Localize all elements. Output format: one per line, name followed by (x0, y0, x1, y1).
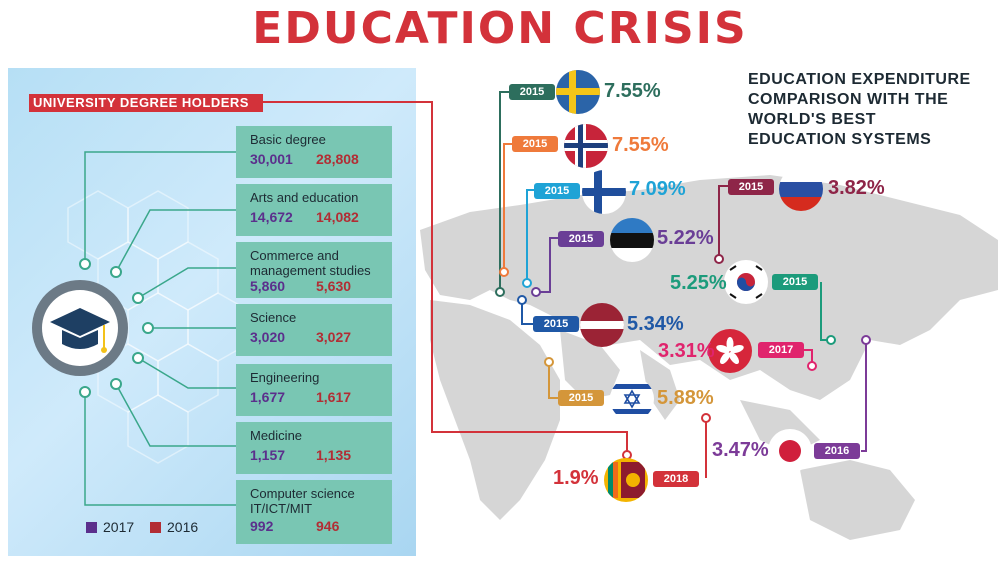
expenditure-pct: 5.34% (627, 313, 684, 335)
expenditure-pct: 1.9% (553, 467, 599, 489)
page-title: EDUCATION CRISIS (252, 3, 748, 54)
value-2016: 5,630 (316, 278, 352, 294)
degree-label: Computer science IT/ICT/MIT (250, 486, 355, 516)
value-2017: 5,860 (250, 278, 286, 294)
degree-label: Arts and education (250, 190, 359, 205)
degree-label: Basic degree (250, 132, 326, 147)
expenditure-pct: 7.09% (629, 178, 686, 200)
israel-flag-icon (610, 377, 654, 421)
year-pill: 2017 (758, 342, 804, 358)
map-title: EDUCATION EXPENDITURE COMPARISON WITH TH… (748, 71, 971, 148)
legend-swatch (86, 522, 97, 533)
degree-label: Science (250, 310, 297, 325)
norway-flag-icon (564, 124, 608, 168)
connector-lines (32, 151, 236, 506)
expenditure-pct: 5.22% (657, 227, 714, 249)
year-pill: 2015 (533, 316, 579, 332)
sweden-flag-icon (556, 70, 600, 114)
expenditure-pct: 7.55% (604, 80, 661, 102)
value-2016: 14,082 (316, 209, 359, 225)
sri-lanka-flag-icon (604, 458, 648, 502)
legend-label: 2016 (167, 519, 199, 535)
year-pill: 2015 (772, 274, 818, 290)
japan-flag-icon (768, 429, 812, 473)
year-pill: 2015 (558, 390, 604, 406)
expenditure-pct: 3.31% (658, 340, 715, 362)
year-pill: 2015 (509, 84, 555, 100)
expenditure-pct: 7.55% (612, 134, 669, 156)
legend-label: 2017 (103, 519, 135, 535)
value-2016: 1,617 (316, 389, 352, 405)
degree-label: Engineering (250, 370, 320, 385)
year-pill: 2016 (814, 443, 860, 459)
degree-label: Commerce and management studies (250, 248, 371, 278)
value-2017: 1,157 (250, 447, 286, 463)
value-2016: 946 (316, 518, 340, 534)
latvia-flag-icon (580, 303, 624, 347)
hong-kong-flag-icon (708, 329, 752, 373)
expenditure-pct: 5.88% (657, 387, 714, 409)
year-pill: 2015 (534, 183, 580, 199)
value-2017: 992 (250, 518, 274, 534)
year-pill: 2015 (728, 179, 774, 195)
degree-card: Commerce and management studies 5,860 5,… (236, 242, 392, 298)
value-2017: 3,020 (250, 329, 286, 345)
degree-label: Medicine (250, 428, 303, 443)
degree-card: Computer science IT/ICT/MIT 992 946 (236, 480, 392, 544)
degree-card: Basic degree 30,001 28,808 (236, 126, 392, 178)
degree-card: Arts and education 14,672 14,082 (236, 184, 392, 236)
legend-2016: 2016 (150, 519, 198, 535)
expenditure-pct: 3.47% (712, 439, 769, 461)
value-2017: 30,001 (250, 151, 293, 167)
south-korea-flag-icon (724, 260, 768, 304)
graduation-cap-icon (32, 280, 128, 376)
year-pill: 2018 (653, 471, 699, 487)
legend-2017: 2017 (86, 519, 134, 535)
value-2016: 1,135 (316, 447, 352, 463)
russia-flag-icon (779, 167, 823, 211)
expenditure-pct: 5.25% (670, 272, 727, 294)
year-pill: 2015 (512, 136, 558, 152)
degree-card: Science 3,020 3,027 (236, 304, 392, 356)
finland-flag-icon (582, 170, 626, 214)
degree-card: Engineering 1,677 1,617 (236, 364, 392, 416)
value-2017: 1,677 (250, 389, 286, 405)
estonia-flag-icon (610, 218, 654, 262)
value-2016: 3,027 (316, 329, 352, 345)
degree-card: Medicine 1,157 1,135 (236, 422, 392, 474)
hex-background (67, 190, 249, 464)
year-pill: 2015 (558, 231, 604, 247)
value-2016: 28,808 (316, 151, 359, 167)
expenditure-pct: 3.82% (828, 177, 885, 199)
panel-title: UNIVERSITY DEGREE HOLDERS (29, 94, 263, 112)
value-2017: 14,672 (250, 209, 293, 225)
legend-swatch (150, 522, 161, 533)
